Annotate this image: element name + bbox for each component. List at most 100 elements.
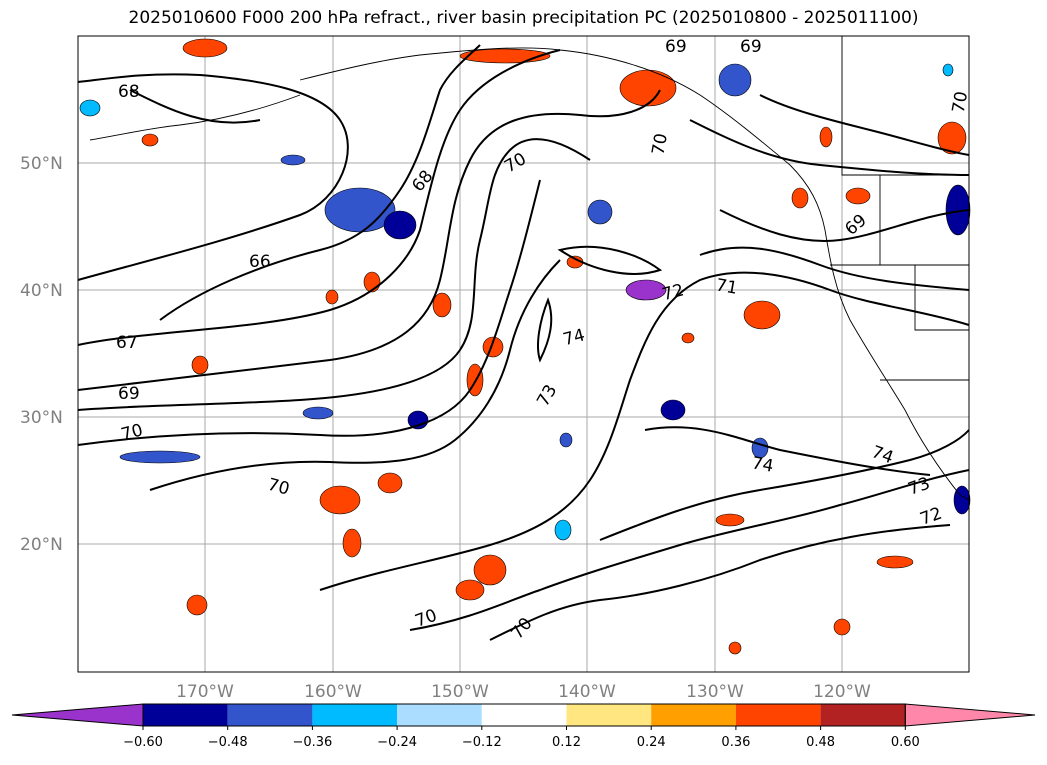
precip-blob bbox=[619, 69, 677, 107]
precip-blob bbox=[482, 336, 504, 358]
precip-blob bbox=[473, 554, 507, 586]
latitude-labels: 50°N 40°N 30°N 20°N bbox=[20, 154, 63, 555]
precip-blob bbox=[587, 199, 613, 225]
contour-line bbox=[149, 259, 561, 491]
colorbar-segment bbox=[566, 704, 652, 726]
contour-line bbox=[557, 245, 663, 275]
precip-blob bbox=[455, 579, 485, 601]
precip-blob bbox=[833, 618, 851, 636]
contour-line bbox=[159, 44, 481, 321]
precip-blob bbox=[718, 63, 752, 97]
contour-line bbox=[77, 49, 561, 346]
lon-label: 170°W bbox=[176, 682, 234, 702]
lat-label: 40°N bbox=[20, 281, 63, 301]
lon-label: 160°W bbox=[304, 682, 362, 702]
border-state bbox=[830, 264, 969, 331]
colorbar-tick-label: −0.48 bbox=[208, 735, 248, 750]
colorbar-ticks: −0.60 −0.48 −0.36 −0.24 −0.12 0.12 0.24 0.36 0.4… bbox=[123, 726, 920, 750]
colorbar-tick-label: 0.60 bbox=[891, 735, 920, 750]
contour-line bbox=[689, 119, 970, 176]
colorbar-tick-label: 0.48 bbox=[806, 735, 835, 750]
precip-blob bbox=[660, 399, 686, 421]
contour-label: 68 bbox=[118, 82, 140, 102]
precip-blob bbox=[119, 450, 201, 464]
coastline-aleutians bbox=[89, 94, 301, 141]
contour-line bbox=[77, 89, 661, 391]
precip-blob bbox=[377, 472, 403, 494]
lon-label: 150°W bbox=[431, 682, 489, 702]
contour-label: 74 bbox=[750, 453, 775, 476]
colorbar-tick-label: −0.36 bbox=[292, 735, 332, 750]
contour-line bbox=[759, 94, 970, 156]
precip-blob bbox=[325, 289, 339, 305]
precip-blob bbox=[945, 184, 971, 236]
precip-blob bbox=[819, 126, 833, 148]
lat-label: 50°N bbox=[20, 154, 63, 174]
colorbar-segment bbox=[651, 704, 736, 726]
precip-blob bbox=[302, 406, 334, 420]
map-background bbox=[78, 36, 969, 672]
coastlines bbox=[89, 36, 970, 501]
contour-line bbox=[129, 89, 261, 124]
contour-label: 69 bbox=[118, 384, 140, 404]
precip-blob bbox=[432, 292, 452, 318]
contour-line bbox=[409, 469, 970, 631]
contour-label: 71 bbox=[714, 275, 739, 298]
colorbar-tick-label: 0.24 bbox=[637, 735, 666, 750]
colorbar-segment bbox=[227, 704, 313, 726]
colorbar-segment bbox=[820, 704, 906, 726]
precip-blob bbox=[791, 187, 809, 209]
contour-line bbox=[644, 426, 931, 476]
contour-line bbox=[599, 429, 970, 541]
precip-blob bbox=[625, 279, 667, 301]
colorbar-extend-high bbox=[904, 703, 1036, 727]
map-frame bbox=[77, 35, 970, 673]
colorbar-tick-label: 0.12 bbox=[552, 735, 581, 750]
precip-blob bbox=[191, 355, 209, 375]
colorbar-segment bbox=[397, 704, 482, 726]
lat-label: 30°N bbox=[20, 408, 63, 428]
colorbar-extend-low bbox=[11, 703, 144, 727]
precip-blob bbox=[79, 99, 101, 117]
contour-label: 70 bbox=[949, 90, 972, 115]
precip-blob bbox=[383, 210, 417, 240]
contour-label: 69 bbox=[740, 37, 762, 57]
map-title: 2025010600 F000 200 hPa refract., river … bbox=[128, 8, 919, 28]
precip-blob bbox=[363, 271, 381, 293]
precip-blob bbox=[728, 641, 742, 655]
contour-label: 69 bbox=[665, 37, 687, 57]
precip-blob bbox=[319, 485, 361, 515]
colorbar-tick-label: 0.36 bbox=[721, 735, 750, 750]
contour-line bbox=[319, 271, 970, 591]
precip-blob bbox=[876, 555, 914, 569]
contour-line bbox=[77, 73, 349, 281]
contour-label: 67 bbox=[116, 333, 138, 353]
colorbar-segment bbox=[481, 704, 567, 726]
contour-label: 70 bbox=[648, 132, 671, 157]
colorbar-segment bbox=[735, 704, 821, 726]
colorbar bbox=[11, 703, 1036, 727]
colorbar-tick-label: −0.12 bbox=[462, 735, 502, 750]
contour-line bbox=[537, 297, 553, 363]
precip-blob bbox=[342, 528, 362, 558]
precip-blob bbox=[845, 187, 871, 205]
precip-blob bbox=[942, 63, 954, 77]
coastline-north-america bbox=[299, 47, 970, 501]
precip-blob bbox=[681, 332, 695, 344]
colorbar-frame bbox=[142, 703, 906, 727]
colorbar-tick-label: −0.60 bbox=[123, 735, 163, 750]
longitude-labels: 170°W 160°W 150°W 140°W 130°W 120°W bbox=[176, 682, 871, 702]
lon-label: 120°W bbox=[813, 682, 871, 702]
lon-label: 140°W bbox=[558, 682, 616, 702]
colorbar-tick-label: −0.24 bbox=[377, 735, 417, 750]
border-canada-us bbox=[841, 36, 969, 176]
precip-blob bbox=[937, 121, 967, 155]
contour-line bbox=[77, 138, 591, 411]
precip-blob bbox=[554, 519, 572, 541]
precip-blob bbox=[280, 154, 306, 166]
lon-label: 130°W bbox=[686, 682, 744, 702]
colorbar-segment bbox=[143, 704, 228, 726]
contour-line bbox=[77, 179, 541, 446]
contour-line bbox=[719, 209, 970, 242]
